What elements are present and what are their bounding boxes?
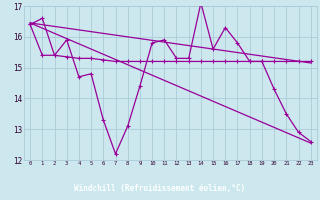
- Text: Windchill (Refroidissement éolien,°C): Windchill (Refroidissement éolien,°C): [75, 184, 245, 193]
